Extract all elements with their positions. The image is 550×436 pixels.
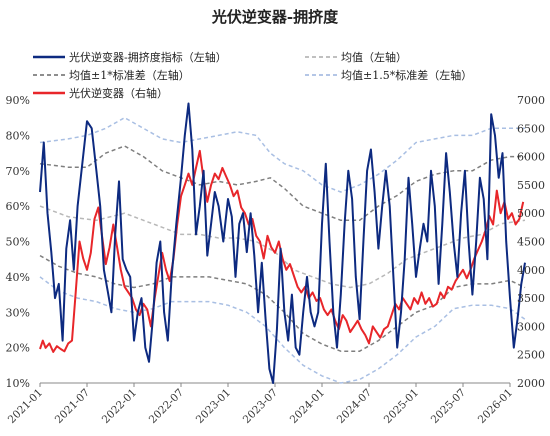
- right-tick-label: 5500: [517, 179, 545, 192]
- x-tick-label: 2024-07: [335, 387, 374, 426]
- series-line-band-6: [39, 276, 526, 384]
- right-tick-label: 6500: [517, 122, 545, 135]
- series-line-crowding-index: [39, 102, 526, 384]
- x-tick-label: 2025-07: [429, 387, 468, 426]
- right-axis: 7000 6500 6000 5500 5000 4500 4000 3500 3000 2500…: [517, 94, 545, 390]
- legend-label-price: 光伏逆变器（右轴）: [69, 86, 168, 100]
- right-tick-label: 3000: [517, 320, 545, 333]
- left-tick-label: 80%: [6, 129, 30, 142]
- left-axis: 90% 80% 70% 60% 50% 40% 30% 20% 10%: [6, 94, 30, 390]
- legend-item-crowding-index: 光伏逆变器-拥挤度指标（左轴）: [33, 50, 227, 64]
- left-tick-label: 70%: [6, 165, 30, 178]
- legend: 光伏逆变器-拥挤度指标（左轴） 均值（左轴） 均值±1*标准差（左轴） 均值±1…: [33, 50, 472, 100]
- legend-label-mean-1-5std: 均值±1.5*标准差（左轴）: [341, 68, 472, 82]
- x-tick-label: 2021-07: [53, 387, 92, 426]
- left-tick-label: 40%: [6, 271, 30, 284]
- x-axis: 2021-01 2021-07 2022-01 2022-07 2023-01 2023-…: [6, 383, 515, 426]
- right-tick-label: 3500: [517, 292, 545, 305]
- right-tick-label: 5000: [517, 207, 545, 220]
- x-tick-label: 2025-01: [382, 387, 421, 426]
- x-tick-label: 2026-01: [476, 387, 515, 426]
- left-tick-label: 50%: [6, 236, 30, 249]
- right-tick-label: 7000: [517, 94, 545, 107]
- right-tick-label: 4500: [517, 236, 545, 249]
- legend-label-mean-1std: 均值±1*标准差（左轴）: [69, 68, 190, 82]
- plot-area: [39, 102, 526, 384]
- x-tick-label: 2024-01: [288, 387, 327, 426]
- legend-label-crowding-index: 光伏逆变器-拥挤度指标（左轴）: [69, 50, 227, 64]
- chart-title: 光伏逆变器-拥挤度: [211, 8, 339, 26]
- x-tick-label: 2022-07: [147, 387, 186, 426]
- left-tick-label: 60%: [6, 200, 30, 213]
- right-tick-label: 6000: [517, 151, 545, 164]
- left-tick-label: 10%: [6, 377, 30, 390]
- right-tick-label: 4000: [517, 264, 545, 277]
- left-tick-label: 90%: [6, 94, 30, 107]
- legend-item-price: 光伏逆变器（右轴）: [33, 86, 168, 100]
- right-tick-label: 2500: [517, 349, 545, 362]
- legend-label-mean: 均值（左轴）: [341, 50, 407, 64]
- series-line-band-2: [39, 205, 526, 289]
- x-tick-label: 2023-07: [241, 387, 280, 426]
- right-tick-label: 2000: [517, 377, 545, 390]
- x-tick-label: 2022-01: [100, 387, 139, 426]
- x-tick-label: 2023-01: [194, 387, 233, 426]
- left-tick-label: 30%: [6, 306, 30, 319]
- series-line-band-3: [39, 145, 525, 222]
- legend-item-mean-1std: 均值±1*标准差（左轴）: [33, 68, 190, 82]
- series-line-band-5: [39, 116, 525, 193]
- legend-item-mean: 均值（左轴）: [305, 50, 407, 64]
- x-tick-label: 2021-01: [6, 387, 45, 426]
- left-tick-label: 20%: [6, 342, 30, 355]
- legend-item-mean-1-5std: 均值±1.5*标准差（左轴）: [305, 68, 472, 82]
